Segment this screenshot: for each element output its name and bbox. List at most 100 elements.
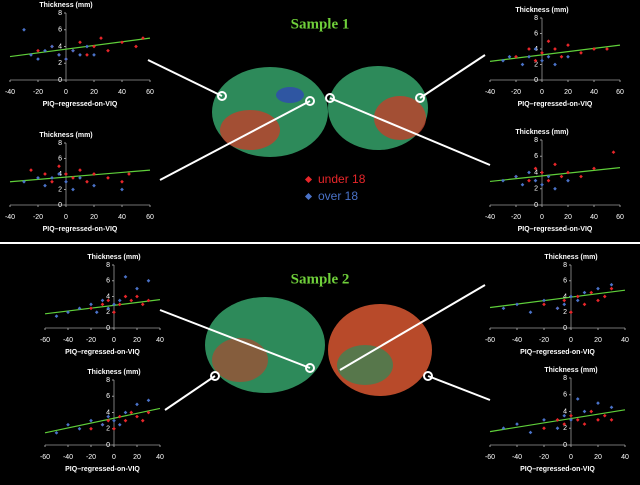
point xyxy=(50,44,54,49)
point xyxy=(582,422,587,426)
x-tick-label: -60 xyxy=(40,454,50,461)
point xyxy=(146,278,151,283)
point xyxy=(78,53,82,57)
y-tick-label: 8 xyxy=(563,262,567,269)
point xyxy=(589,409,594,414)
y-tick-label: 6 xyxy=(563,392,567,399)
x-axis-label: PIQ–regressed-on-VIQ xyxy=(518,101,593,108)
y-tick-label: 8 xyxy=(106,377,110,384)
x-tick-label: 40 xyxy=(118,89,126,96)
point xyxy=(141,36,145,40)
y-tick-label: 6 xyxy=(534,30,538,37)
x-tick-label: 20 xyxy=(133,454,141,461)
x-tick-label: 0 xyxy=(64,89,68,96)
point xyxy=(582,290,587,295)
y-tick-label: 0 xyxy=(563,442,567,449)
point xyxy=(555,306,560,311)
point xyxy=(562,298,567,303)
x-axis-label: PIQ–regressed-on-VIQ xyxy=(520,349,595,356)
x-tick-label: 0 xyxy=(569,454,573,461)
point xyxy=(589,290,594,295)
y-tick-label: 0 xyxy=(106,442,110,449)
section-title: Sample 1 xyxy=(291,16,350,32)
x-tick-label: 0 xyxy=(569,337,573,344)
point xyxy=(71,48,75,53)
point xyxy=(602,294,607,299)
point xyxy=(85,53,89,57)
point xyxy=(22,179,26,184)
chart-title: Thickness (mm) xyxy=(39,132,92,139)
fit-line xyxy=(489,289,626,309)
x-tick-label: -40 xyxy=(63,337,73,344)
x-tick-label: -20 xyxy=(86,337,96,344)
fit-line xyxy=(9,37,151,58)
x-tick-label: -40 xyxy=(512,454,522,461)
x-tick-label: -20 xyxy=(511,214,521,221)
x-tick-label: -40 xyxy=(5,89,15,96)
x-tick-label: 20 xyxy=(594,337,602,344)
point xyxy=(57,172,61,176)
x-tick-label: 40 xyxy=(621,337,629,344)
y-tick-label: 0 xyxy=(563,325,567,332)
fit-line xyxy=(9,169,151,183)
y-tick-label: 4 xyxy=(106,409,110,416)
x-axis-label: PIQ–regressed-on-VIQ xyxy=(520,466,595,473)
point xyxy=(135,286,139,291)
point xyxy=(57,164,61,169)
point xyxy=(146,410,151,415)
fit-line xyxy=(44,299,161,315)
point xyxy=(50,176,54,180)
y-tick-label: 8 xyxy=(534,15,538,22)
point xyxy=(64,172,68,176)
x-tick-label: 0 xyxy=(112,454,116,461)
point xyxy=(542,302,546,307)
point xyxy=(127,172,131,176)
point xyxy=(135,294,139,299)
point xyxy=(120,179,124,184)
point xyxy=(146,398,151,403)
x-tick-label: 40 xyxy=(590,214,598,221)
point xyxy=(542,426,546,431)
y-tick-label: 0 xyxy=(534,202,538,209)
point xyxy=(569,413,573,418)
x-tick-label: 20 xyxy=(90,214,98,221)
point xyxy=(609,405,614,410)
point xyxy=(36,48,40,53)
point xyxy=(140,302,145,307)
y-tick-label: 8 xyxy=(563,375,567,382)
point xyxy=(43,48,47,53)
point xyxy=(43,172,47,176)
y-tick-label: 2 xyxy=(563,425,567,432)
brain-region xyxy=(276,87,304,103)
point xyxy=(92,44,96,49)
y-tick-label: 6 xyxy=(58,27,62,34)
chart-title: Thickness (mm) xyxy=(87,369,140,376)
point xyxy=(106,48,110,53)
x-tick-label: 60 xyxy=(146,214,154,221)
y-tick-label: 2 xyxy=(563,309,567,316)
x-tick-label: -60 xyxy=(40,337,50,344)
point xyxy=(609,418,614,422)
x-tick-label: -40 xyxy=(5,214,15,221)
y-tick-label: 6 xyxy=(534,153,538,160)
x-tick-label: 20 xyxy=(564,89,572,96)
point xyxy=(36,176,40,180)
point xyxy=(92,53,96,57)
point xyxy=(575,294,580,299)
x-tick-label: -40 xyxy=(485,214,495,221)
y-tick-label: 8 xyxy=(58,140,62,147)
x-axis-label: PIQ–regressed-on-VIQ xyxy=(65,349,140,356)
y-tick-label: 4 xyxy=(106,293,110,300)
point xyxy=(515,302,519,307)
y-tick-label: 2 xyxy=(58,60,62,67)
x-tick-label: 0 xyxy=(112,337,116,344)
point xyxy=(71,187,75,192)
point xyxy=(36,57,40,61)
point xyxy=(569,418,573,422)
x-axis-label: PIQ–regressed-on-VIQ xyxy=(65,466,140,473)
x-axis-label: PIQ–regressed-on-VIQ xyxy=(43,101,118,108)
chart-title: Thickness (mm) xyxy=(544,367,597,374)
